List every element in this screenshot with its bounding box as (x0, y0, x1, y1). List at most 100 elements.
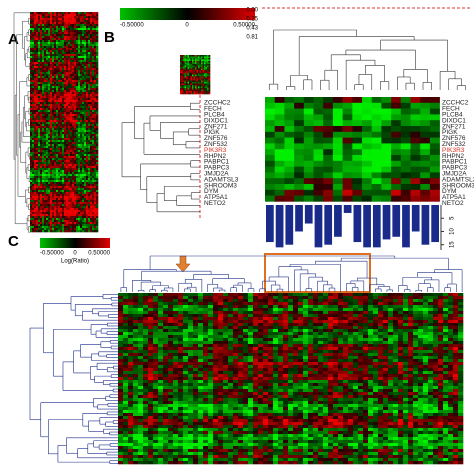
heatmap-cell (44, 212, 47, 215)
heatmap-cell (44, 148, 47, 151)
heatmap-cell (80, 160, 83, 163)
heatmap-cell (294, 166, 305, 173)
heatmap-cell (48, 156, 51, 159)
heatmap-cell (78, 168, 81, 171)
heatmap-cell (40, 140, 43, 143)
heatmap-cell (32, 20, 35, 23)
heatmap-cell (80, 156, 83, 159)
heatmap-cell (46, 128, 49, 131)
heatmap-cell (36, 164, 39, 167)
heatmap-cell (54, 30, 57, 33)
heatmap-cell (78, 128, 81, 131)
heatmap-cell (429, 189, 440, 196)
heatmap-cell (90, 112, 93, 115)
heatmap-cell (94, 204, 97, 207)
heatmap-cell (410, 155, 421, 162)
heatmap-cell (40, 184, 43, 187)
heatmap-cell (52, 174, 55, 177)
heatmap-cell (70, 180, 73, 183)
heatmap-cell (30, 94, 33, 97)
heatmap-cell (76, 36, 79, 39)
heatmap-cell (40, 178, 43, 181)
heatmap-cell (62, 220, 65, 223)
heatmap-cell (60, 82, 63, 85)
heatmap-cell (78, 196, 81, 199)
heatmap-cell (32, 186, 35, 189)
heatmap-cell (84, 214, 87, 217)
heatmap-cell (208, 62, 211, 65)
heatmap-cell (184, 88, 187, 90)
heatmap-cell (181, 86, 184, 89)
heatmap-cell (34, 64, 37, 67)
heatmap-cell (381, 126, 392, 133)
heatmap-cell (88, 106, 91, 109)
heatmap-cell (332, 195, 343, 202)
heatmap-cell (86, 216, 89, 219)
bar (382, 205, 391, 240)
heatmap-cell (44, 78, 47, 81)
heatmap-cell (66, 168, 69, 171)
heatmap-cell (40, 128, 43, 131)
heatmap-cell (180, 64, 182, 66)
heatmap-cell (303, 143, 314, 150)
heatmap-cell (56, 214, 59, 217)
heatmap-cell (86, 198, 89, 201)
heatmap-cell (46, 28, 49, 31)
heatmap-cell (68, 170, 71, 173)
heatmap-cell (82, 188, 85, 191)
heatmap-cell (64, 34, 67, 37)
heatmap-cell (84, 136, 87, 139)
heatmap-cell (208, 68, 211, 71)
heatmap-cell (54, 214, 57, 217)
heatmap-cell (74, 190, 77, 193)
heatmap-cell (50, 184, 53, 187)
heatmap-cell (193, 61, 196, 63)
heatmap-cell (64, 76, 67, 79)
heatmap-cell (88, 44, 91, 47)
heatmap-cell (201, 64, 203, 66)
heatmap-cell (66, 90, 69, 93)
heatmap-cell (46, 104, 49, 107)
heatmap-cell (70, 110, 73, 113)
heatmap-cell (323, 149, 334, 156)
heatmap-cell (74, 98, 77, 101)
heatmap-cell (62, 126, 65, 129)
heatmap-cell (50, 164, 53, 167)
gene-label: ZNF532 (442, 141, 466, 148)
heatmap-cell (74, 72, 77, 75)
heatmap-cell (204, 56, 206, 59)
heatmap-cell (52, 70, 55, 73)
heatmap-cell (32, 196, 35, 199)
heatmap-cell (40, 30, 43, 33)
heatmap-cell (72, 48, 75, 51)
heatmap-cell (198, 92, 200, 95)
heatmap-cell (36, 220, 39, 223)
heatmap-cell (50, 86, 53, 89)
heatmap-cell (30, 124, 33, 127)
heatmap-cell (50, 28, 53, 31)
heatmap-cell (198, 89, 200, 92)
heatmap-cell (32, 110, 35, 113)
heatmap-cell (44, 204, 47, 207)
heatmap-cell (46, 160, 49, 163)
heatmap-cell (66, 22, 69, 25)
heatmap-cell (84, 22, 87, 25)
heatmap-cell (42, 130, 45, 133)
heatmap-cell (72, 172, 75, 175)
heatmap-cell (74, 58, 77, 61)
heatmap-cell (391, 102, 402, 109)
heatmap-cell (90, 100, 93, 103)
heatmap-cell (64, 160, 67, 163)
heatmap-cell (96, 226, 99, 229)
heatmap-cell (68, 48, 71, 51)
heatmap-cell (46, 14, 49, 17)
heatmap-cell (186, 80, 188, 83)
heatmap-cell (192, 91, 194, 93)
heatmap-cell (352, 189, 363, 196)
heatmap-cell (391, 126, 402, 133)
heatmap-cell (54, 14, 57, 17)
heatmap-cell (48, 38, 51, 41)
heatmap-cell (76, 50, 79, 53)
heatmap-cell (94, 58, 97, 61)
heatmap-cell (74, 28, 77, 31)
